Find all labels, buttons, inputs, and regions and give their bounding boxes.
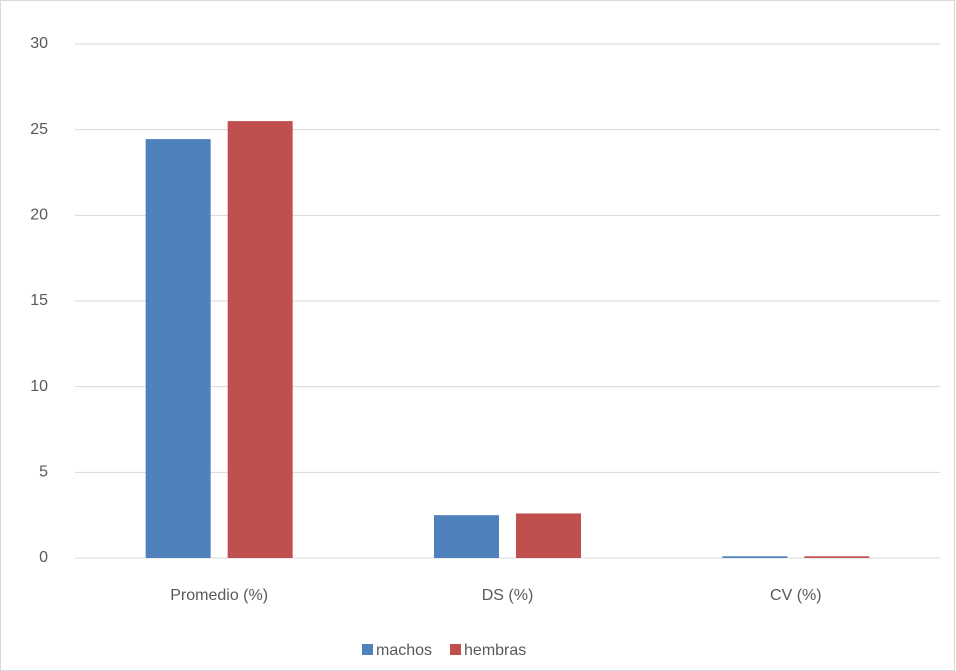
y-tick-label: 5 [39,464,48,481]
y-tick-label: 20 [30,207,48,224]
y-tick-label: 30 [30,35,48,52]
x-tick-label: CV (%) [770,587,822,604]
bar [804,556,870,558]
bar [227,121,293,558]
y-tick-label: 10 [30,378,48,395]
x-tick-label: Promedio (%) [170,587,268,604]
bar [516,513,581,558]
bar [145,139,211,558]
legend-swatch [362,644,373,655]
y-tick-label: 15 [30,292,48,309]
y-tick-label: 0 [39,549,48,566]
legend-label: hembras [464,642,526,659]
legend-swatch [450,644,462,655]
x-tick-label: DS (%) [482,587,534,604]
bar [722,556,788,558]
legend-label: machos [376,642,432,659]
bar [434,515,499,558]
y-tick-label: 25 [30,121,48,138]
